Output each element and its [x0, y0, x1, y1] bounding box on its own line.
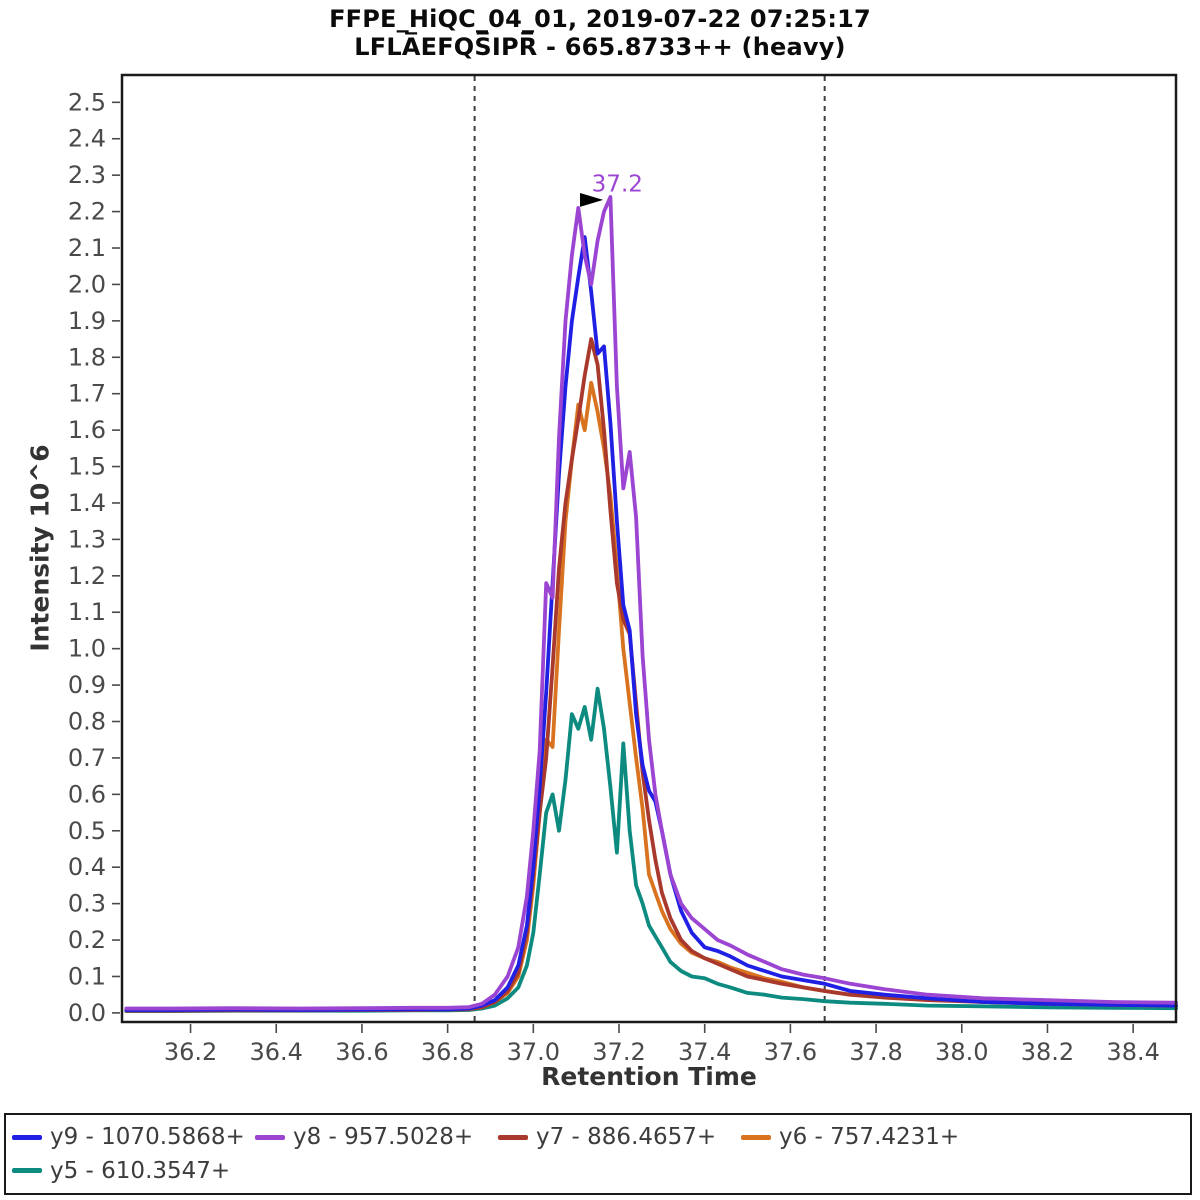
trace-y9[interactable] — [124, 235, 1178, 1012]
legend: y9 - 1070.5868+ y8 - 957.5028+ y7 - 886.… — [4, 1113, 1192, 1195]
legend-item-y8: y8 - 957.5028+ — [255, 1124, 498, 1150]
y-tick-label: 2.5 — [68, 88, 106, 116]
x-tick-label: 37.2 — [592, 1038, 645, 1066]
legend-item-y7: y7 - 886.4657+ — [498, 1124, 741, 1150]
legend-row-1: y9 - 1070.5868+ y8 - 957.5028+ y7 - 886.… — [12, 1124, 1184, 1150]
y-tick-label: 1.3 — [68, 525, 106, 553]
x-tick-label: 37.6 — [764, 1038, 817, 1066]
legend-swatch-y5 — [12, 1168, 42, 1174]
y-tick-label: 1.4 — [68, 489, 106, 517]
y-tick-label: 1.8 — [68, 343, 106, 371]
legend-item-y6: y6 - 757.4231+ — [741, 1124, 959, 1150]
y-tick-label: 1.1 — [68, 598, 106, 626]
legend-swatch-y7 — [498, 1134, 528, 1140]
y-tick-label: 2.2 — [68, 198, 106, 226]
y-tick-label: 0.8 — [68, 708, 106, 736]
x-tick-label: 37.0 — [507, 1038, 560, 1066]
legend-label-y7: y7 - 886.4657+ — [536, 1124, 717, 1151]
y-tick-label: 0.1 — [68, 962, 106, 990]
peak-arrow-icon — [580, 193, 604, 207]
legend-swatch-y8 — [255, 1134, 285, 1140]
y-tick-label: 1.5 — [68, 453, 106, 481]
y-tick-label: 1.6 — [68, 416, 106, 444]
x-axis-title: Retention Time — [541, 1062, 757, 1091]
legend-row-2: y5 - 610.3547+ — [12, 1158, 1184, 1184]
chart-subtitle-peptide: LFLA̅EFQS̅IPR̅ - 665.8733++ (heavy) — [354, 33, 846, 61]
legend-label-y9: y9 - 1070.5868+ — [50, 1124, 245, 1151]
plot-border — [120, 73, 1178, 1024]
y-tick-label: 1.7 — [68, 380, 106, 408]
x-tick-label: 36.2 — [164, 1038, 217, 1066]
y-tick-label: 0.0 — [68, 999, 106, 1027]
legend-swatch-y6 — [741, 1134, 771, 1140]
legend-swatch-y9 — [12, 1134, 42, 1140]
y-tick-label: 1.9 — [68, 307, 106, 335]
chart-title: FFPE_HiQC_04_01, 2019-07-22 07:25:17 — [329, 5, 871, 33]
x-tick-label: 38.0 — [935, 1038, 988, 1066]
y-axis-title: Intensity 10^6 — [25, 444, 55, 652]
x-tick-label: 36.8 — [421, 1038, 474, 1066]
y-tick-label: 2.3 — [68, 161, 106, 189]
y-tick-label: 0.3 — [68, 890, 106, 918]
y-tick-label: 2.1 — [68, 234, 106, 262]
y-tick-label: 0.2 — [68, 926, 106, 954]
y-tick-label: 0.9 — [68, 671, 106, 699]
x-tick-label: 38.2 — [1021, 1038, 1074, 1066]
x-tick-label: 36.6 — [335, 1038, 388, 1066]
y-tick-label: 1.2 — [68, 562, 106, 590]
x-tick-label: 37.4 — [678, 1038, 731, 1066]
legend-label-y8: y8 - 957.5028+ — [293, 1124, 474, 1151]
trace-y5[interactable] — [124, 686, 1178, 1013]
trace-y8[interactable] — [124, 195, 1178, 1011]
y-tick-label: 2.4 — [68, 125, 106, 153]
y-tick-label: 2.0 — [68, 270, 106, 298]
peak-retention-time-label[interactable]: 37.2 — [592, 172, 643, 198]
y-tick-label: 1.0 — [68, 635, 106, 663]
y-tick-label: 0.5 — [68, 817, 106, 845]
legend-item-y9: y9 - 1070.5868+ — [12, 1124, 255, 1150]
y-tick-label: 0.4 — [68, 853, 106, 881]
legend-item-y5: y5 - 610.3547+ — [12, 1158, 230, 1184]
y-tick-label: 0.7 — [68, 744, 106, 772]
x-tick-label: 37.8 — [849, 1038, 902, 1066]
legend-label-y6: y6 - 757.4231+ — [779, 1124, 960, 1151]
y-tick-label: 0.6 — [68, 780, 106, 808]
chromatogram-plot[interactable]: 36.2 36.4 36.6 36.8 37.0 37.2 37.4 37.6 37.8 38.0… — [0, 0, 1200, 1112]
legend-label-y5: y5 - 610.3547+ — [50, 1157, 231, 1184]
trace-y6[interactable] — [124, 380, 1178, 1012]
trace-y7[interactable] — [124, 337, 1178, 1013]
x-tick-label: 38.4 — [1106, 1038, 1159, 1066]
x-tick-label: 36.4 — [250, 1038, 303, 1066]
